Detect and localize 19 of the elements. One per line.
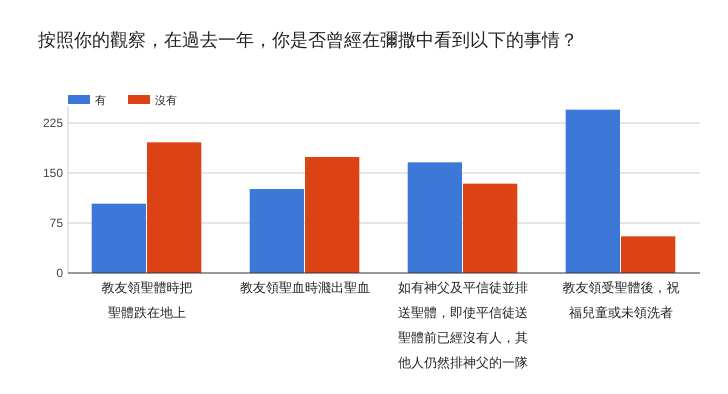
bar — [147, 142, 202, 273]
x-tick-label: 教友領受聖體後，祝福兒童或未領洗者 — [562, 280, 680, 320]
y-tick-label: 75 — [50, 216, 64, 230]
bar — [408, 162, 462, 273]
y-tick-label: 150 — [42, 166, 64, 180]
legend-label: 沒有 — [155, 95, 177, 107]
y-tick-label: 0 — [56, 266, 64, 280]
bar — [566, 110, 620, 273]
x-tick-label: 教友領聖血時濺出聖血 — [240, 280, 370, 295]
x-tick-label: 教友領聖體時把聖體跌在地上 — [102, 280, 192, 320]
y-tick-label: 225 — [42, 116, 64, 130]
x-tick-label: 如有神父及平信徒並排送聖體，即使平信徒送聖體前已經沒有人，其他人仍然排神父的一隊 — [398, 280, 528, 370]
bar — [305, 157, 360, 273]
bar — [92, 204, 146, 273]
legend-label: 有 — [95, 95, 106, 107]
bar — [250, 189, 304, 273]
chart-title: 按照你的觀察，在過去一年，你是否曾經在彌撒中看到以下的事情？ — [38, 30, 578, 50]
bar — [621, 236, 676, 273]
bar — [463, 184, 518, 273]
